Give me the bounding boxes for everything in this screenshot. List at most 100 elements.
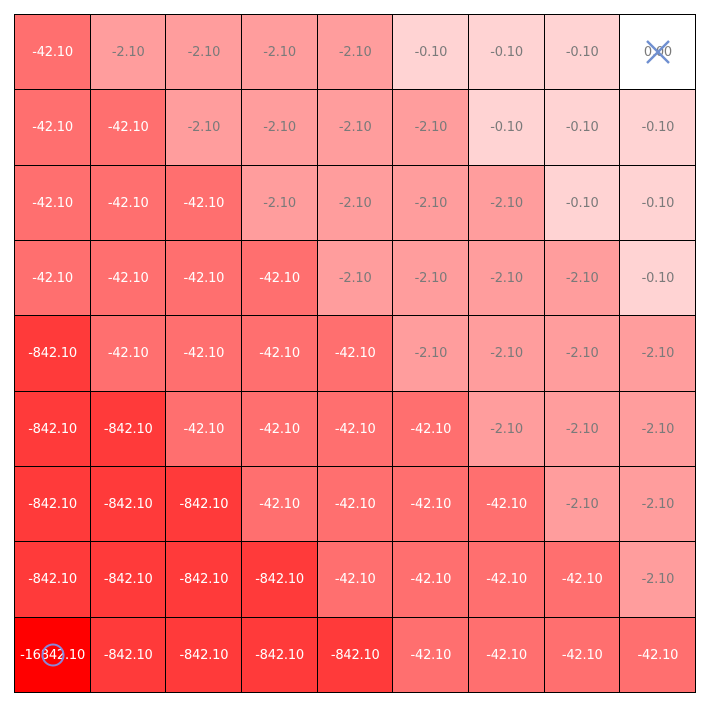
cell-value: -2.10 [565, 496, 599, 512]
cell-value: -2.10 [565, 346, 599, 362]
grid-cell: -2.10 [241, 14, 319, 91]
cell-value: -42.10 [410, 496, 452, 512]
grid-cell: -0.10 [468, 89, 546, 167]
game-board: -42.10 -2.10 -2.10 -2.10 -2.10 -0.10 -0.10 -0.1… [14, 14, 697, 694]
cell-value: -42.10 [334, 346, 376, 362]
grid-cell: -42.10 [165, 164, 243, 242]
cell-value: -842.10 [28, 572, 77, 588]
grid-cell: -0.10 [619, 240, 697, 317]
grid-cell: -42.10 [14, 89, 92, 167]
grid-cell: -2.10 [392, 315, 470, 393]
cell-value: -842.10 [179, 647, 229, 663]
cell-value: -2.10 [641, 346, 675, 362]
cell-value: -842.10 [255, 572, 304, 588]
grid-cell: -842.10 [165, 541, 243, 619]
cell-value: -2.10 [187, 120, 221, 136]
cell-value: -2.10 [414, 120, 448, 136]
grid-cell: -2.10 [543, 240, 621, 317]
cell-value: -0.10 [490, 120, 523, 136]
cell-value: -42.10 [32, 270, 73, 286]
cell-value: -2.10 [338, 195, 372, 211]
cell-value: -842.10 [179, 572, 229, 588]
grid-cell: -842.10 [14, 315, 92, 393]
cell-value: -2.10 [263, 44, 296, 60]
grid-cell: -42.10 [619, 616, 697, 694]
cell-value: -842.10 [103, 496, 153, 512]
grid-cell: -0.10 [543, 164, 621, 242]
cell-value: -842.10 [255, 647, 304, 663]
cell-value: -42.10 [32, 44, 73, 60]
cell-value: -0.10 [565, 120, 599, 136]
grid-cell: -2.10 [241, 164, 319, 242]
grid-cell: -0.10 [392, 14, 470, 91]
grid-cell: -2.10 [316, 240, 394, 317]
grid-cell: -2.10 [543, 315, 621, 393]
cell-value: -0.10 [490, 44, 523, 60]
grid-cell: -842.10 [14, 390, 92, 468]
grid-cell: -42.10 [165, 390, 243, 468]
grid-cell: -42.10 [392, 390, 470, 468]
cell-value: -0.10 [565, 44, 599, 60]
cell-value: -42.10 [410, 421, 452, 437]
cell-value: -2.10 [263, 195, 296, 211]
grid-cell: -2.10 [543, 466, 621, 543]
grid-cell: -42.10 [89, 89, 167, 167]
grid-cell: -2.10 [619, 466, 697, 543]
cell-value: -42.10 [637, 647, 679, 663]
cell-value: -842.10 [103, 421, 153, 437]
cell-value: -42.10 [183, 270, 225, 286]
cell-value: -2.10 [490, 195, 523, 211]
grid-cell: -42.10 [392, 466, 470, 543]
cell-value: -0.10 [414, 44, 448, 60]
cell-value: -42.10 [259, 270, 300, 286]
grid-cell: -42.10 [316, 390, 394, 468]
grid-cell: -2.10 [543, 390, 621, 468]
cell-value: -42.10 [334, 496, 376, 512]
grid-cell: -2.10 [619, 541, 697, 619]
grid-cell: -0.10 [468, 14, 546, 91]
grid-cell: -42.10 [165, 240, 243, 317]
cell-value: -42.10 [107, 270, 149, 286]
cell-value: -42.10 [334, 572, 376, 588]
cell-value: -0.10 [641, 270, 675, 286]
grid-cell: -0.10 [619, 89, 697, 167]
cell-value: -2.10 [565, 270, 599, 286]
grid-cell: -2.10 [241, 89, 319, 167]
grid-cell: -42.10 [241, 390, 319, 468]
cell-value: -42.10 [486, 647, 527, 663]
cell-value: -2.10 [414, 346, 448, 362]
grid-cell: -42.10 [14, 240, 92, 317]
grid-cell: -0.10 [543, 89, 621, 167]
cell-value: -0.10 [641, 120, 675, 136]
cell-value: -842.10 [28, 421, 77, 437]
cell-value: -2.10 [111, 44, 145, 60]
grid-cell: -42.10 [89, 240, 167, 317]
grid-cell: -42.10 [316, 466, 394, 543]
cell-value: -42.10 [334, 421, 376, 437]
cell-value: -42.10 [183, 346, 225, 362]
grid-cell: -2.10 [89, 14, 167, 91]
grid-cell: -42.10 [392, 616, 470, 694]
cell-value: -42.10 [259, 421, 300, 437]
cell-value: -2.10 [641, 421, 675, 437]
grid-cell: -0.10 [543, 14, 621, 91]
cell-value: -2.10 [338, 270, 372, 286]
grid-cell: -16842.10 [14, 616, 92, 694]
cell-value: -42.10 [32, 195, 73, 211]
cell-value: -42.10 [107, 195, 149, 211]
grid-cell: -2.10 [165, 14, 243, 91]
grid-cell: -2.10 [392, 89, 470, 167]
grid-cell: -2.10 [619, 390, 697, 468]
grid-cell: -42.10 [316, 541, 394, 619]
cell-value: -2.10 [338, 120, 372, 136]
grid-cell: -2.10 [468, 315, 546, 393]
grid-cell: -2.10 [316, 89, 394, 167]
grid-cell: -2.10 [468, 164, 546, 242]
cell-value: -0.10 [565, 195, 599, 211]
cell-value: -42.10 [486, 496, 527, 512]
grid-cell: -2.10 [316, 14, 394, 91]
grid-cell: -2.10 [392, 164, 470, 242]
cell-value: -2.10 [490, 346, 523, 362]
cell-value: -42.10 [410, 572, 452, 588]
grid-cell: -2.10 [468, 390, 546, 468]
